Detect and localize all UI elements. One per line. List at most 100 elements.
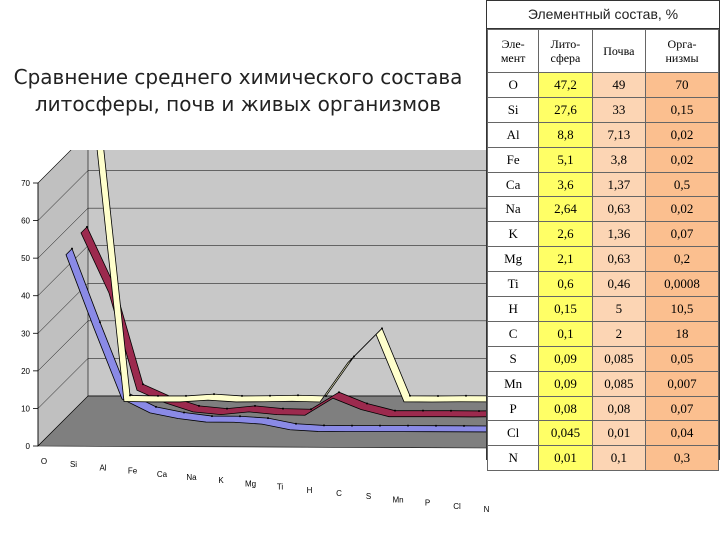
table-cell: 0,01 bbox=[591, 420, 647, 447]
y-tick-label: 30 bbox=[21, 329, 30, 338]
table-row: Ti 0,6 0,46 0,0008 bbox=[486, 271, 719, 298]
table-cell: N bbox=[486, 445, 540, 472]
table-row: Na 2,64 0,63 0,02 bbox=[486, 196, 719, 223]
table-cell: 0,085 bbox=[591, 370, 647, 397]
table-cell: 3,8 bbox=[591, 146, 647, 173]
table-row: Al 8,8 7,13 0,02 bbox=[486, 121, 719, 148]
y-tick-label: 60 bbox=[21, 217, 30, 226]
table-cell: 0,5 bbox=[645, 171, 719, 198]
data-point bbox=[323, 424, 325, 427]
data-point bbox=[183, 411, 185, 414]
table-cell: 0,02 bbox=[645, 146, 719, 173]
data-point bbox=[437, 394, 439, 397]
x-tick-label: O bbox=[41, 457, 47, 466]
gridline-side bbox=[37, 207, 89, 259]
data-point bbox=[198, 404, 200, 407]
x-tick-label: N bbox=[484, 505, 490, 514]
data-point bbox=[71, 247, 73, 250]
table-row: H 0,15 5 10,5 bbox=[486, 296, 719, 322]
data-point bbox=[351, 424, 353, 427]
table-cell: 5,1 bbox=[538, 146, 593, 173]
x-tick-label: H bbox=[307, 486, 313, 495]
table-header-cell: Лито-сфера bbox=[538, 29, 593, 73]
table-cell: 0,08 bbox=[538, 395, 593, 422]
table-cell: 2,64 bbox=[538, 196, 593, 223]
data-point bbox=[282, 407, 284, 410]
table-cell: 0,1 bbox=[591, 445, 647, 472]
table-cell: 8,8 bbox=[538, 121, 593, 148]
data-point bbox=[254, 404, 256, 407]
table-cell: 27,6 bbox=[538, 96, 593, 123]
slide-title-line1: Сравнение среднего химического состава bbox=[13, 65, 463, 89]
slide-title: Сравнение среднего химического состава л… bbox=[8, 64, 468, 118]
data-point bbox=[422, 409, 424, 412]
data-point bbox=[239, 415, 241, 418]
table-cell: 0,045 bbox=[538, 420, 593, 447]
data-point bbox=[142, 383, 144, 386]
table-cell: Fe bbox=[486, 146, 540, 173]
table-cell: 2 bbox=[591, 320, 647, 347]
data-point bbox=[157, 394, 159, 397]
x-tick-label: Fe bbox=[128, 467, 138, 476]
x-tick-label: S bbox=[366, 492, 371, 501]
table-cell: 0,02 bbox=[645, 121, 719, 148]
table-cell: 49 bbox=[591, 72, 647, 98]
table-cell: 0,09 bbox=[538, 345, 593, 372]
table-cell: 0,6 bbox=[538, 271, 593, 298]
table-header-cell: Почва bbox=[591, 29, 647, 73]
table-cell: 0,2 bbox=[645, 246, 719, 273]
table-cell: 0,63 bbox=[591, 196, 647, 223]
data-point bbox=[99, 321, 101, 324]
data-point bbox=[366, 402, 368, 405]
data-point bbox=[450, 409, 452, 412]
data-point bbox=[465, 394, 467, 397]
table-row: Ca 3,6 1,37 0,5 bbox=[486, 171, 719, 198]
composition-table: Эле-мент Лито-сфера Почва Орга-низмы O 47,2 4… bbox=[486, 29, 719, 472]
gridline-side bbox=[37, 320, 89, 372]
table-cell: 0,0008 bbox=[645, 271, 719, 298]
series-ribbon-1 bbox=[80, 226, 500, 418]
table-cell: Mn bbox=[486, 370, 540, 397]
table-cell: Ti bbox=[486, 271, 540, 298]
table-row: Fe 5,1 3,8 0,02 bbox=[486, 146, 719, 173]
table-cell: Si bbox=[486, 96, 540, 123]
table-cell: 47,2 bbox=[538, 72, 593, 98]
table-cell: 0,46 bbox=[591, 271, 647, 298]
table-row: P 0,08 0,08 0,07 bbox=[486, 395, 719, 422]
table-row: O 47,2 49 70 bbox=[486, 72, 719, 98]
table-cell: C bbox=[486, 320, 540, 347]
gridline-side bbox=[37, 245, 89, 296]
y-tick-label: 10 bbox=[21, 404, 30, 413]
composition-table-panel: Элементный состав, % Эле-мент Лито-сфера П… bbox=[486, 0, 720, 472]
table-cell: O bbox=[486, 72, 540, 98]
data-point bbox=[213, 393, 215, 396]
data-point bbox=[297, 394, 299, 397]
table-cell: S bbox=[486, 345, 540, 372]
x-tick-label: Ca bbox=[157, 470, 168, 479]
table-cell: 0,07 bbox=[645, 221, 719, 248]
y-tick-label: 40 bbox=[21, 292, 30, 301]
line-chart-3d: 0 10 20 30 40 50 60 70 O Si Al Fe Ca Na K Mg Ti H C S Mn P Cl N… bbox=[21, 150, 500, 514]
data-point bbox=[407, 424, 409, 427]
table-row: S 0,09 0,085 0,05 bbox=[486, 345, 719, 372]
data-point bbox=[435, 424, 437, 427]
table-cell: 0,007 bbox=[645, 370, 719, 397]
table-cell: P bbox=[486, 395, 540, 422]
y-tick-label: 70 bbox=[21, 179, 30, 188]
table-row: C 0,1 2 18 bbox=[486, 320, 719, 347]
table-row: N 0,01 0,1 0,3 bbox=[486, 445, 719, 472]
x-tick-label: Si bbox=[70, 460, 77, 469]
data-point bbox=[379, 424, 381, 427]
data-point bbox=[353, 355, 355, 358]
data-point bbox=[310, 408, 312, 411]
x-tick-label: Ti bbox=[277, 483, 284, 492]
data-point bbox=[325, 394, 327, 397]
table-row: K 2,6 1,36 0,07 bbox=[486, 221, 719, 248]
data-point bbox=[463, 424, 465, 427]
table-cell: 0,04 bbox=[645, 420, 719, 447]
table-cell: 18 bbox=[645, 320, 719, 347]
table-row: Si 27,6 33 0,15 bbox=[486, 96, 719, 123]
data-point bbox=[269, 394, 271, 397]
gridline-side bbox=[37, 395, 89, 447]
data-point bbox=[409, 394, 411, 397]
